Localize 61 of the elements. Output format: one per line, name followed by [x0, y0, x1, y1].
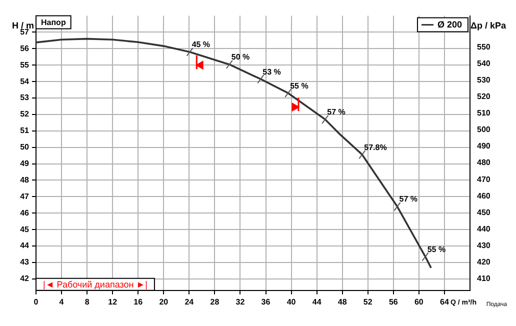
x-tick-label: 44 — [312, 297, 322, 306]
y-tick-label: 51 — [20, 126, 30, 136]
x-tick-label: 40 — [286, 297, 296, 306]
y2-tick-label: 470 — [477, 174, 491, 184]
x-tick-label: 52 — [363, 297, 373, 306]
y2-tick-label: 540 — [477, 58, 491, 68]
y-tick-label: 45 — [20, 224, 30, 234]
y2-tick-label: 520 — [477, 92, 491, 102]
y-tick-label: 43 — [20, 258, 30, 267]
x-tick-label: 12 — [108, 297, 118, 306]
annotation: 57.8% — [364, 142, 387, 152]
y2-tick-label: 510 — [477, 108, 491, 118]
y-tick-label: 49 — [20, 158, 30, 168]
annotation: Напор — [41, 18, 66, 28]
y2-tick-label: 530 — [477, 76, 491, 85]
x-tick-label: 56 — [388, 297, 398, 306]
y2-tick-label: 420 — [477, 257, 491, 266]
x-tick-label: 32 — [236, 297, 246, 306]
x-tick-label: 8 — [84, 297, 90, 306]
x-tick-label: 4 — [59, 297, 64, 306]
annotation: 53 % — [262, 67, 281, 76]
x-tick-label: 16 — [134, 297, 144, 306]
y2-tick-label: 460 — [477, 191, 491, 200]
annotation: |◄ Рабочий диапазон ►| — [43, 279, 148, 290]
y2-tick-label: 440 — [477, 224, 491, 234]
y2-tick-label: 550 — [477, 42, 491, 52]
x-tick-label: 48 — [338, 297, 348, 306]
y-tick-label: 48 — [20, 175, 30, 184]
x-tick-label: 28 — [210, 297, 220, 306]
legend-label: Ø 200 — [437, 19, 462, 30]
y2-tick-label: 430 — [477, 240, 491, 250]
y2-tick-label: 410 — [477, 274, 491, 284]
y2-tick-label: 450 — [477, 208, 491, 217]
y-tick-label: 53 — [20, 93, 30, 102]
y-tick-label: 56 — [20, 44, 30, 53]
y-tick-label: 42 — [20, 274, 30, 284]
y2-tick-label: 500 — [477, 125, 491, 134]
x-tick-label: 60 — [414, 297, 424, 306]
x-tick-label: 24 — [184, 297, 194, 306]
y-tick-label: 52 — [20, 110, 30, 119]
y2-axis-title: Δp / kPa — [470, 20, 507, 30]
annotation: 50 % — [231, 52, 250, 62]
y-tick-label: 55 — [20, 60, 30, 70]
y-tick-label: 54 — [20, 76, 30, 86]
annotation: 55 % — [290, 81, 308, 90]
y2-tick-label: 480 — [477, 158, 491, 168]
annotation: 57 % — [399, 194, 418, 204]
y-tick-label: 44 — [20, 241, 30, 250]
point — [292, 103, 299, 111]
annotation: 45 % — [192, 40, 210, 50]
y-tick-label: 47 — [20, 192, 30, 201]
x-tick-label: 64 — [440, 297, 450, 306]
y-tick-label: 46 — [20, 208, 30, 218]
x-tick-label: 0 — [34, 297, 39, 306]
point — [196, 61, 204, 70]
x-tick-label: 20 — [159, 297, 169, 306]
x-tick-label: 36 — [261, 297, 271, 306]
y2-tick-label: 490 — [477, 142, 491, 151]
annotation: 57 % — [327, 108, 346, 117]
y-tick-label: 50 — [20, 142, 30, 152]
annotation: 55 % — [427, 244, 446, 254]
